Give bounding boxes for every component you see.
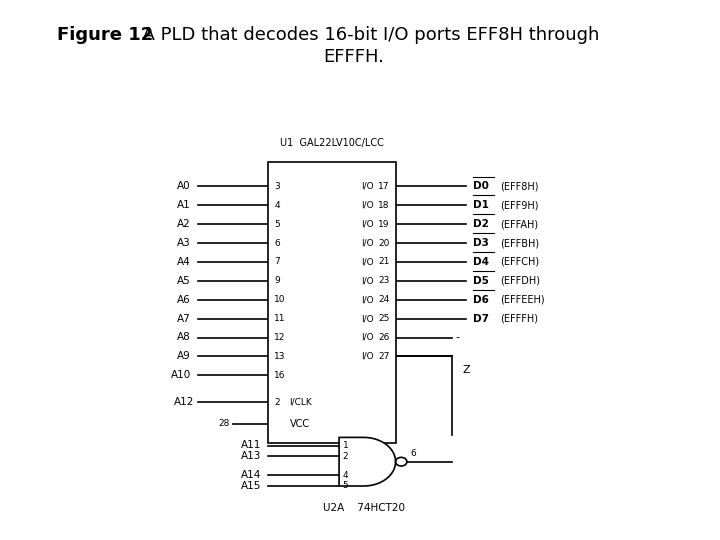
- Text: I/O: I/O: [361, 220, 374, 228]
- Text: 19: 19: [379, 220, 390, 228]
- Text: A5: A5: [177, 276, 191, 286]
- Text: D0: D0: [473, 181, 489, 191]
- Text: A12: A12: [174, 397, 194, 407]
- Text: 2: 2: [343, 452, 348, 461]
- Text: Figure 12: Figure 12: [56, 26, 153, 44]
- Text: A6: A6: [177, 295, 191, 305]
- Text: A7: A7: [177, 314, 191, 323]
- Text: A15: A15: [241, 481, 261, 491]
- Text: 26: 26: [379, 333, 390, 342]
- Text: 3: 3: [274, 182, 280, 191]
- Text: 12: 12: [274, 333, 285, 342]
- Text: 24: 24: [379, 295, 390, 304]
- Text: A9: A9: [177, 352, 191, 361]
- Text: D4: D4: [473, 257, 490, 267]
- Text: 20: 20: [379, 239, 390, 247]
- Text: A0: A0: [177, 181, 191, 191]
- Text: 16: 16: [274, 371, 286, 380]
- Text: 7: 7: [274, 258, 280, 266]
- Text: A3: A3: [177, 238, 191, 248]
- Bar: [269, 162, 395, 443]
- Text: 4: 4: [274, 201, 279, 210]
- Text: -: -: [456, 333, 459, 342]
- Text: Z: Z: [463, 365, 470, 375]
- Text: 28: 28: [218, 420, 230, 428]
- Text: A PLD that decodes 16-bit I/O ports EFF8H through: A PLD that decodes 16-bit I/O ports EFF8…: [131, 26, 599, 44]
- Text: A13: A13: [241, 451, 261, 461]
- Text: EFFFH.: EFFFH.: [323, 48, 384, 66]
- Text: I/O: I/O: [361, 239, 374, 247]
- Text: 5: 5: [343, 482, 348, 490]
- Text: 6: 6: [410, 449, 416, 458]
- Text: D5: D5: [473, 276, 489, 286]
- Text: 27: 27: [379, 352, 390, 361]
- Text: D1: D1: [473, 200, 489, 210]
- Text: I/O: I/O: [361, 295, 374, 304]
- Text: I/CLK: I/CLK: [289, 398, 312, 407]
- Text: 11: 11: [274, 314, 286, 323]
- Text: I/O: I/O: [361, 276, 374, 285]
- Text: I/O: I/O: [361, 333, 374, 342]
- Text: A8: A8: [177, 333, 191, 342]
- Text: U2A    74HCT20: U2A 74HCT20: [323, 503, 405, 512]
- Text: 23: 23: [379, 276, 390, 285]
- Text: 9: 9: [274, 276, 280, 285]
- Text: (EFF8H): (EFF8H): [500, 181, 539, 191]
- Text: I/O: I/O: [361, 352, 374, 361]
- Text: (EFF9H): (EFF9H): [500, 200, 539, 210]
- Text: A4: A4: [177, 257, 191, 267]
- Text: 21: 21: [379, 258, 390, 266]
- Text: (EFFAH): (EFFAH): [500, 219, 539, 229]
- Text: (EFFBH): (EFFBH): [500, 238, 539, 248]
- Text: (EFFDH): (EFFDH): [500, 276, 540, 286]
- Text: (EFFEEH): (EFFEEH): [500, 295, 545, 305]
- Text: D3: D3: [473, 238, 489, 248]
- Text: 1: 1: [343, 441, 348, 450]
- Text: 13: 13: [274, 352, 286, 361]
- Text: I/O: I/O: [361, 201, 374, 210]
- Text: 5: 5: [274, 220, 280, 228]
- Text: (EFFFH): (EFFFH): [500, 314, 538, 323]
- Text: A11: A11: [241, 441, 261, 450]
- Text: I/O: I/O: [361, 314, 374, 323]
- Text: I/O: I/O: [361, 258, 374, 266]
- Text: 2: 2: [274, 398, 279, 407]
- Text: D6: D6: [473, 295, 489, 305]
- Text: (EFFCH): (EFFCH): [500, 257, 539, 267]
- Text: A10: A10: [171, 370, 191, 380]
- Text: 4: 4: [343, 471, 348, 480]
- Text: A14: A14: [241, 470, 261, 480]
- Text: 18: 18: [379, 201, 390, 210]
- PathPatch shape: [339, 437, 395, 486]
- Text: U1  GAL22LV10C/LCC: U1 GAL22LV10C/LCC: [280, 138, 384, 148]
- Text: A1: A1: [177, 200, 191, 210]
- Text: I/O: I/O: [361, 182, 374, 191]
- Text: 6: 6: [274, 239, 280, 247]
- Text: 17: 17: [379, 182, 390, 191]
- Text: D2: D2: [473, 219, 489, 229]
- Text: A2: A2: [177, 219, 191, 229]
- Text: D7: D7: [473, 314, 490, 323]
- Text: 10: 10: [274, 295, 286, 304]
- Text: 25: 25: [379, 314, 390, 323]
- Text: VCC: VCC: [289, 419, 310, 429]
